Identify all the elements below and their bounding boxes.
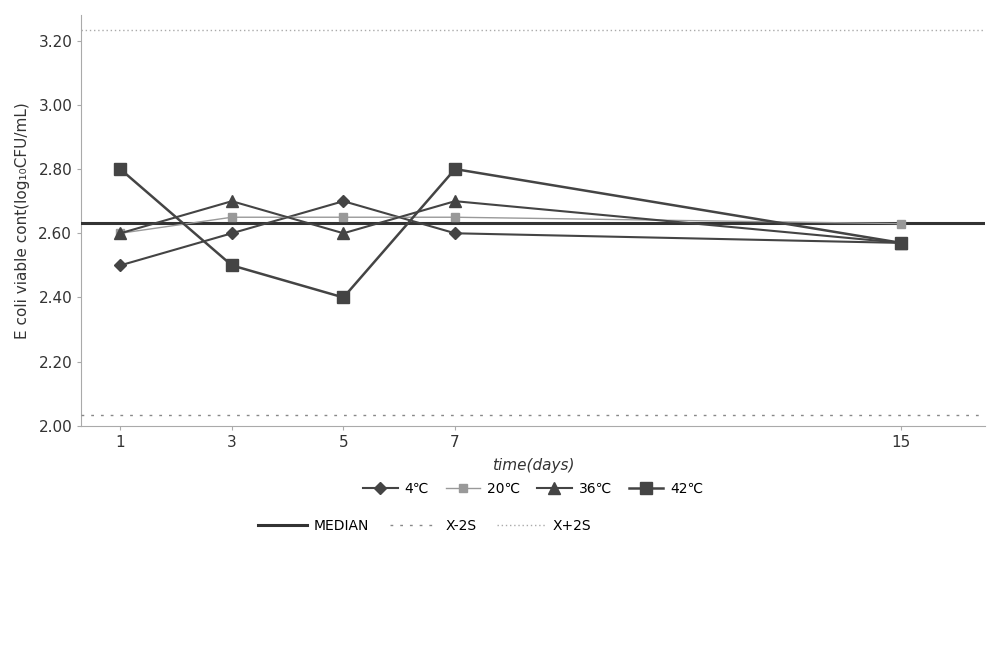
Y-axis label: E coli viable cont(log₁₀CFU/mL): E coli viable cont(log₁₀CFU/mL) [15, 102, 30, 339]
Legend: MEDIAN, X-2S, X+2S: MEDIAN, X-2S, X+2S [252, 513, 597, 538]
X-axis label: time(days): time(days) [492, 458, 574, 473]
